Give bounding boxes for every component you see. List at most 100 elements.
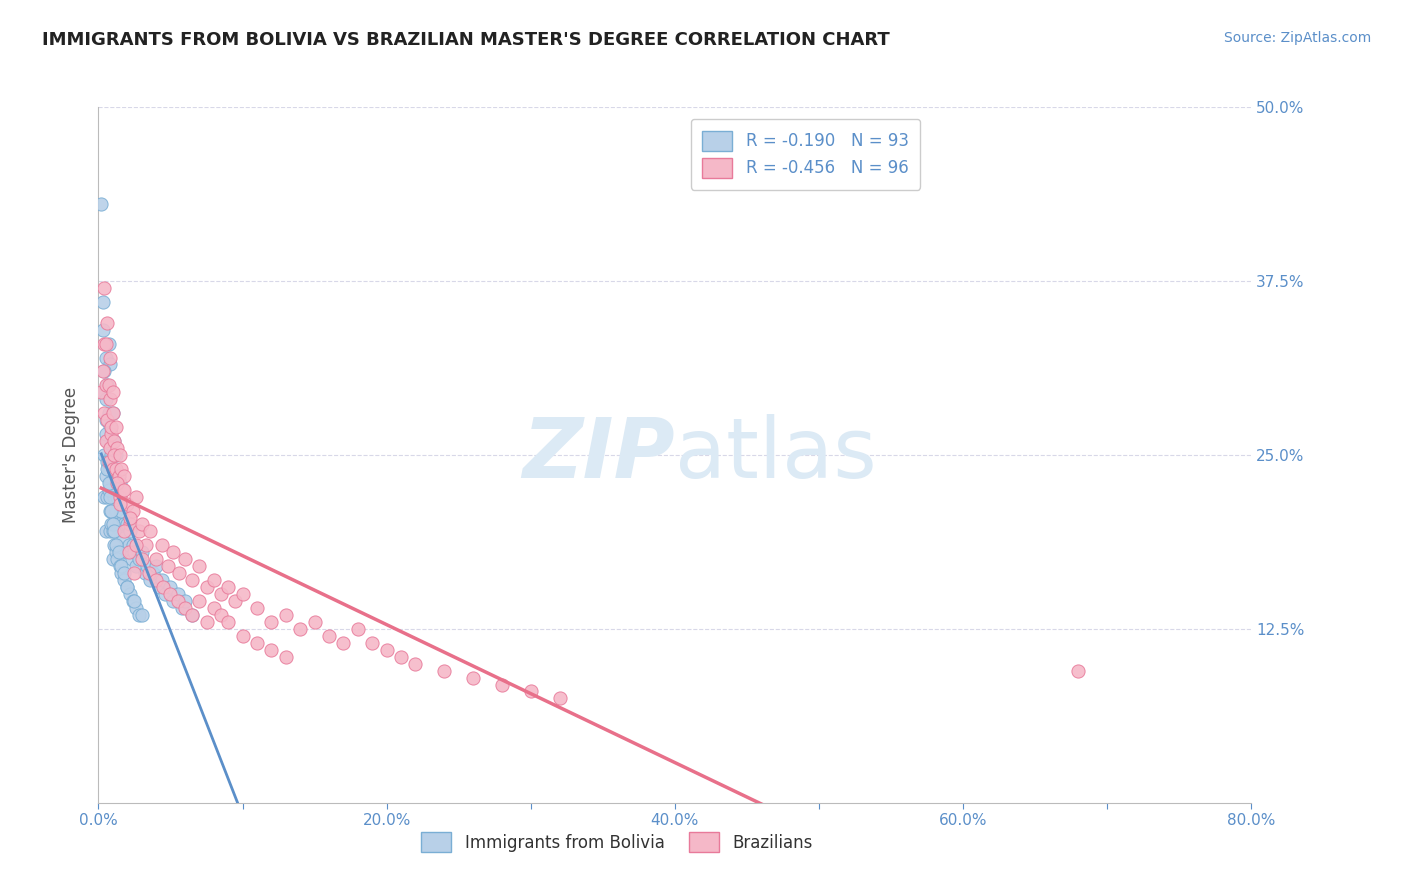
Point xyxy=(246,601,269,615)
Point xyxy=(260,642,283,657)
Point xyxy=(361,636,384,650)
Text: ZIP: ZIP xyxy=(522,415,675,495)
Point xyxy=(217,615,239,629)
Point xyxy=(548,691,571,706)
Point xyxy=(93,448,115,462)
Point xyxy=(97,462,120,476)
Point xyxy=(100,420,122,434)
Point xyxy=(181,607,204,622)
Point xyxy=(103,524,125,539)
Point xyxy=(107,545,129,559)
Point xyxy=(104,462,127,476)
Point xyxy=(120,587,142,601)
Point xyxy=(101,462,124,476)
Point xyxy=(122,503,145,517)
Point xyxy=(202,573,225,587)
Point xyxy=(97,455,120,469)
Point xyxy=(134,566,156,581)
Point xyxy=(118,545,141,559)
Point xyxy=(156,559,179,574)
Point xyxy=(108,497,131,511)
Point xyxy=(100,448,122,462)
Point xyxy=(491,677,513,691)
Point xyxy=(110,462,132,476)
Point xyxy=(195,580,218,594)
Point xyxy=(105,490,128,504)
Point xyxy=(98,351,121,365)
Point xyxy=(142,566,165,581)
Point xyxy=(131,607,153,622)
Point xyxy=(94,392,117,407)
Legend: Immigrants from Bolivia, Brazilians: Immigrants from Bolivia, Brazilians xyxy=(409,821,825,864)
Point xyxy=(520,684,543,698)
Point xyxy=(188,594,211,608)
Point xyxy=(103,490,125,504)
Point xyxy=(290,622,312,636)
Point xyxy=(231,629,254,643)
Point xyxy=(93,336,115,351)
Point xyxy=(135,538,157,552)
Point xyxy=(125,538,148,552)
Point xyxy=(98,420,121,434)
Point xyxy=(98,441,121,455)
Point xyxy=(94,351,117,365)
Point xyxy=(433,664,456,678)
Point xyxy=(91,364,114,378)
Point xyxy=(209,607,232,622)
Point xyxy=(112,566,135,581)
Point xyxy=(101,524,124,539)
Point xyxy=(104,545,127,559)
Point xyxy=(122,538,145,552)
Point xyxy=(181,607,204,622)
Point xyxy=(117,497,139,511)
Point xyxy=(96,434,118,448)
Point xyxy=(94,524,117,539)
Point xyxy=(304,615,326,629)
Point xyxy=(104,538,127,552)
Point xyxy=(104,420,127,434)
Point xyxy=(97,475,120,490)
Point xyxy=(152,580,174,594)
Point xyxy=(128,607,150,622)
Point xyxy=(120,510,142,524)
Point xyxy=(90,197,112,211)
Point xyxy=(346,622,368,636)
Point xyxy=(105,441,128,455)
Point xyxy=(145,559,167,574)
Point xyxy=(108,559,131,574)
Point xyxy=(118,538,141,552)
Point xyxy=(98,475,121,490)
Point xyxy=(110,566,132,581)
Point xyxy=(224,594,246,608)
Point xyxy=(93,490,115,504)
Point xyxy=(100,517,122,532)
Point xyxy=(174,594,197,608)
Point xyxy=(91,385,114,400)
Point xyxy=(145,573,167,587)
Point xyxy=(101,406,124,420)
Point xyxy=(150,538,173,552)
Text: atlas: atlas xyxy=(675,415,876,495)
Point xyxy=(108,475,131,490)
Point xyxy=(166,594,188,608)
Point xyxy=(405,657,427,671)
Point xyxy=(97,336,120,351)
Point xyxy=(110,503,132,517)
Point xyxy=(389,649,412,664)
Point xyxy=(1067,664,1090,678)
Point xyxy=(97,483,120,497)
Point xyxy=(131,517,153,532)
Point xyxy=(104,448,127,462)
Point xyxy=(167,566,190,581)
Point xyxy=(145,552,167,566)
Point xyxy=(94,336,117,351)
Point xyxy=(94,413,117,427)
Point xyxy=(105,552,128,566)
Point xyxy=(111,483,134,497)
Point xyxy=(150,573,173,587)
Point xyxy=(122,594,145,608)
Point xyxy=(100,427,122,442)
Point xyxy=(202,601,225,615)
Point xyxy=(101,552,124,566)
Point xyxy=(138,566,160,581)
